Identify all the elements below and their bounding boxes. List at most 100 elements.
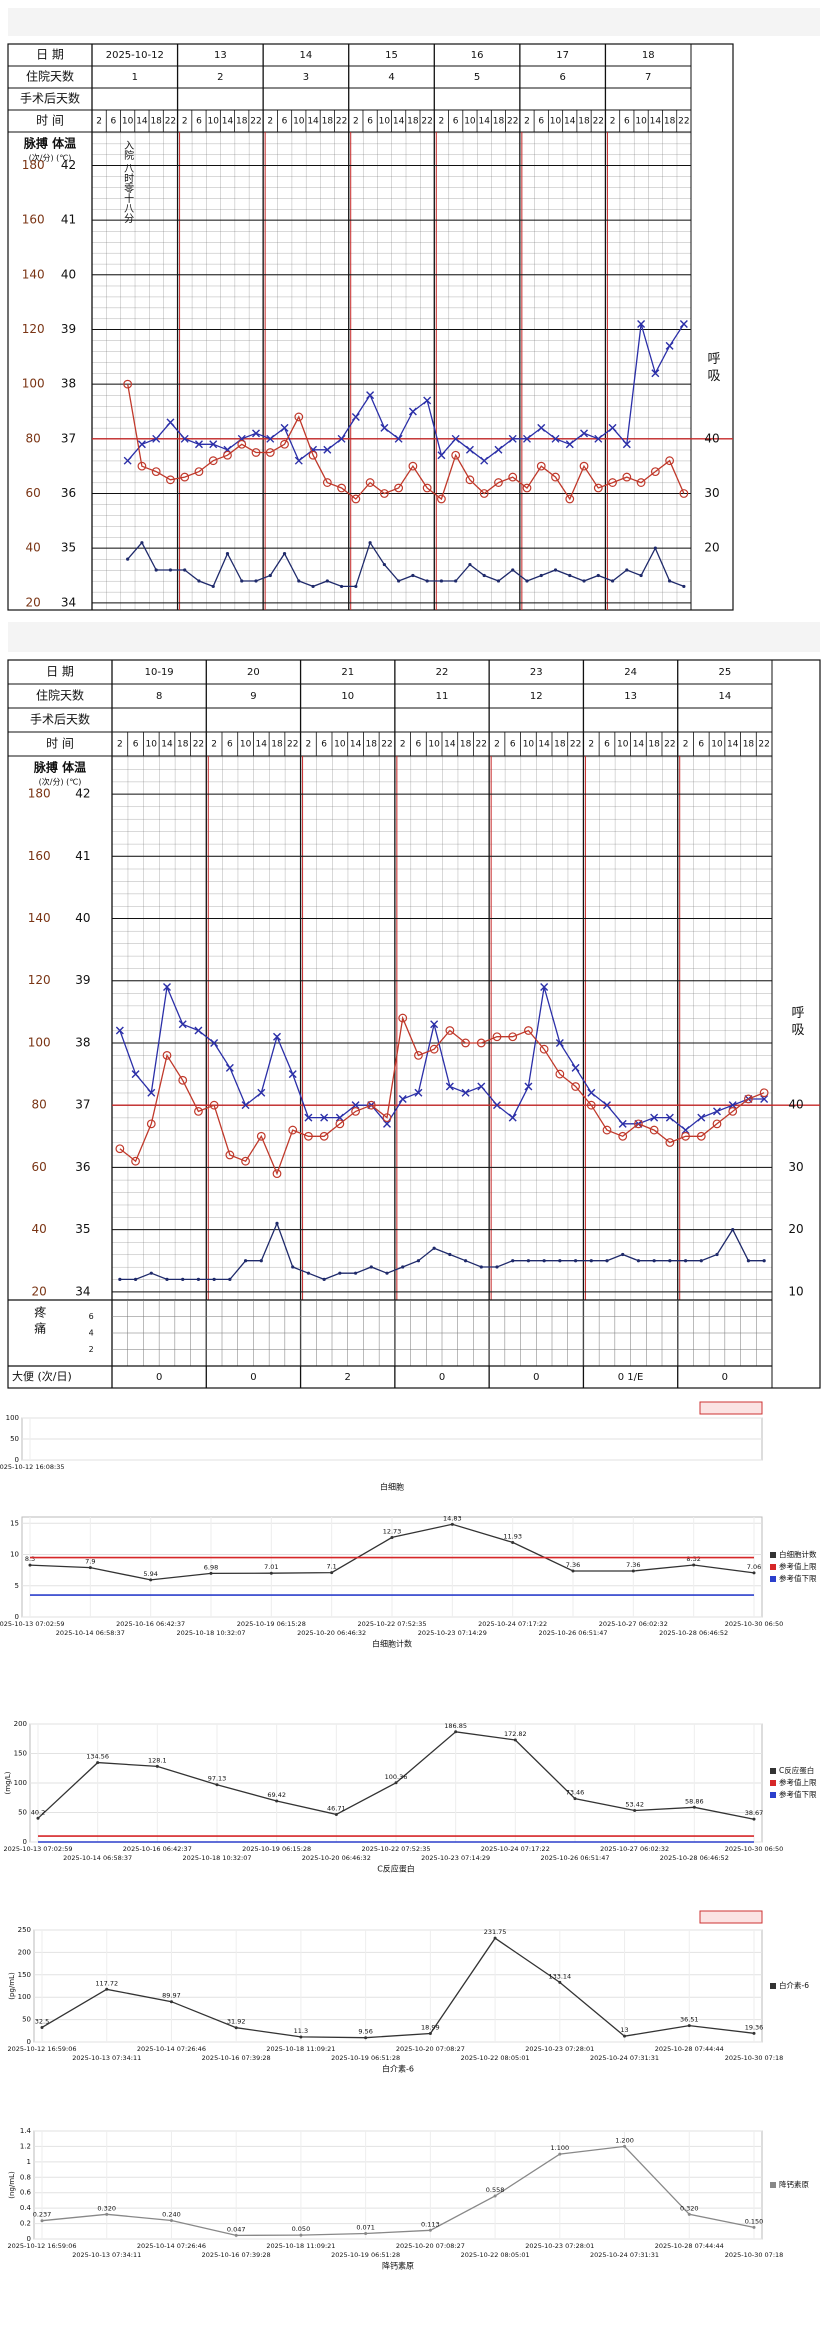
temp-mark bbox=[288, 1070, 297, 1079]
temp-mark bbox=[394, 434, 403, 443]
point bbox=[558, 1980, 562, 1984]
legend-swatch bbox=[770, 1552, 776, 1558]
toolbar[interactable] bbox=[699, 1910, 763, 1924]
hospital-day: 7 bbox=[645, 72, 651, 83]
x-axis-title: C反应蛋白 bbox=[377, 1864, 415, 1874]
point bbox=[513, 1738, 517, 1742]
legend-label: 降钙素原 bbox=[779, 2179, 809, 2189]
pain-label: 疼 痛 bbox=[33, 1305, 47, 1335]
time-slot: 2 bbox=[524, 117, 530, 127]
time-slot: 18 bbox=[578, 117, 590, 127]
point bbox=[428, 2228, 432, 2232]
time-slot: 10 bbox=[550, 117, 562, 127]
toolbar[interactable] bbox=[699, 1401, 763, 1415]
y-tick-label: 0 bbox=[27, 2038, 31, 2046]
time-slot: 2 bbox=[353, 117, 359, 127]
resp-label: 呼 吸 bbox=[705, 351, 721, 382]
temp-tick-label: 34 bbox=[75, 1284, 90, 1298]
pulse-mark bbox=[634, 1119, 643, 1129]
pulse-mark bbox=[265, 448, 275, 457]
time-slot: 14 bbox=[564, 117, 576, 127]
x-tick-label: 2025-10-13 07:02:59 bbox=[3, 1845, 72, 1853]
point bbox=[105, 2212, 109, 2216]
x-tick-label: 2025-10-18 10:32:07 bbox=[176, 1629, 245, 1637]
hospital-day: 8 bbox=[156, 691, 162, 702]
date: 22 bbox=[436, 667, 449, 678]
pulse-mark bbox=[319, 1131, 329, 1141]
temp-mark bbox=[437, 451, 446, 460]
x-tick-label: 2025-10-19 06:51:28 bbox=[331, 2054, 400, 2062]
temp-mark bbox=[697, 1113, 706, 1122]
resp-mark bbox=[652, 1259, 656, 1263]
resp-mark bbox=[511, 1259, 515, 1263]
x-tick-label: 2025-10-22 08:05:01 bbox=[461, 2251, 530, 2259]
time-slot: 14 bbox=[307, 117, 319, 127]
data-label: 38.67 bbox=[745, 1809, 764, 1817]
temp-mark bbox=[555, 1038, 564, 1047]
pulse-mark bbox=[571, 1082, 580, 1091]
resp-mark bbox=[683, 1259, 688, 1263]
resp-mark bbox=[621, 1252, 625, 1257]
resp-mark bbox=[425, 579, 429, 583]
x-tick-label: 2025-10-23 07:14:29 bbox=[421, 1854, 490, 1862]
temp-mark bbox=[408, 407, 417, 416]
time-slot: 6 bbox=[624, 117, 630, 127]
pulse-mark bbox=[280, 439, 289, 449]
pulse-mark bbox=[294, 412, 304, 422]
point bbox=[96, 1761, 100, 1765]
temp-mark bbox=[241, 1101, 250, 1110]
point bbox=[330, 1571, 334, 1575]
temp-mark bbox=[618, 1119, 627, 1128]
y-axis-label: (ng/mL) bbox=[8, 2171, 16, 2199]
resp-tick-label: 20 bbox=[788, 1222, 803, 1236]
temp-mark bbox=[366, 391, 375, 400]
resp-mark bbox=[625, 568, 629, 572]
pulse-mark bbox=[479, 489, 489, 498]
series-line bbox=[119, 1015, 765, 1176]
plot-grid bbox=[112, 756, 772, 1300]
resp-mark bbox=[133, 1277, 138, 1281]
temp-tick-label: 37 bbox=[61, 431, 76, 445]
y-tick-label: 50 bbox=[18, 1809, 27, 1817]
temp-mark bbox=[380, 423, 389, 432]
temp-mark bbox=[398, 1094, 407, 1103]
pulse-mark bbox=[194, 1107, 203, 1116]
x-tick-label: 2025-10-24 07:31:31 bbox=[590, 2251, 659, 2259]
date: 15 bbox=[385, 50, 398, 61]
legend-label: 参考值下限 bbox=[779, 1573, 817, 1583]
time-slot: 14 bbox=[444, 740, 456, 750]
plot-area bbox=[33, 1929, 763, 2043]
time-slot: 22 bbox=[381, 740, 392, 750]
temp-mark bbox=[152, 434, 161, 443]
data-label: 36.51 bbox=[680, 2016, 699, 2024]
data-label: 0.050 bbox=[292, 2225, 311, 2233]
data-label: 0.237 bbox=[33, 2211, 52, 2219]
row-label: 手术后天数 bbox=[20, 91, 80, 106]
pulse-mark bbox=[508, 1032, 518, 1042]
resp-mark bbox=[558, 1259, 562, 1263]
x-tick-label: 2025-10-16 06:42:37 bbox=[123, 1845, 192, 1853]
resp-mark bbox=[149, 1271, 153, 1275]
point bbox=[169, 2000, 173, 2004]
resp-mark bbox=[525, 579, 529, 583]
pulse-mark bbox=[602, 1125, 612, 1135]
temp-mark bbox=[280, 423, 289, 432]
resp-mark bbox=[168, 568, 173, 572]
time-slot: 22 bbox=[664, 740, 675, 750]
y-tick-label: 50 bbox=[22, 2016, 31, 2024]
temp-mark bbox=[163, 982, 171, 991]
time-slot: 6 bbox=[227, 740, 233, 750]
resp-tick-label: 30 bbox=[788, 1160, 803, 1174]
time-slot: 2 bbox=[588, 740, 594, 750]
data-label: 13 bbox=[620, 2026, 628, 2034]
series-line bbox=[127, 541, 685, 588]
y-tick-label: 0 bbox=[15, 1456, 19, 1464]
time-slot: 2 bbox=[400, 740, 406, 750]
temp-mark bbox=[294, 456, 303, 465]
temp-mark bbox=[608, 423, 617, 432]
temp-mark bbox=[180, 434, 189, 443]
time-slot: 18 bbox=[366, 740, 378, 750]
legend-label: 白介素-6 bbox=[779, 1980, 809, 1990]
x-tick-label: 2025-10-18 11:09:21 bbox=[266, 2242, 335, 2250]
